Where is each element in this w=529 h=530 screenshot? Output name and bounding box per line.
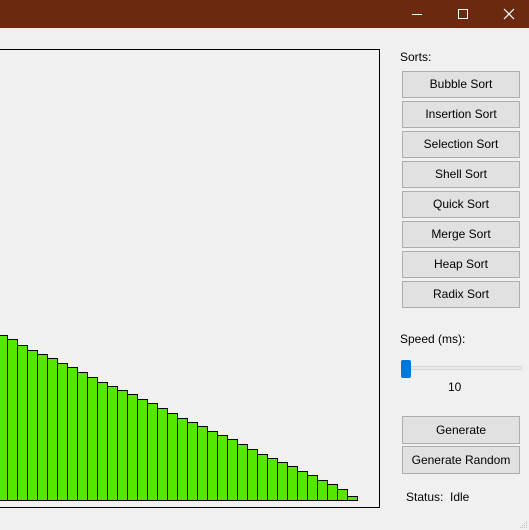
- bar: [157, 408, 168, 501]
- bar: [47, 358, 58, 501]
- speed-slider-thumb[interactable]: [401, 360, 411, 378]
- speed-label: Speed (ms):: [400, 332, 466, 346]
- quick-sort-button[interactable]: Quick Sort: [402, 191, 520, 218]
- minimize-button[interactable]: [394, 0, 440, 28]
- bar: [227, 439, 238, 501]
- shell-sort-button[interactable]: Shell Sort: [402, 161, 520, 188]
- bar: [77, 372, 88, 501]
- speed-value: 10: [448, 380, 462, 394]
- bar: [337, 489, 348, 501]
- bar: [347, 496, 358, 501]
- bar: [67, 367, 78, 501]
- bar: [187, 422, 198, 501]
- title-bar: [0, 0, 529, 28]
- close-icon: [503, 8, 515, 20]
- insertion-sort-button[interactable]: Insertion Sort: [402, 101, 520, 128]
- bar: [0, 335, 8, 501]
- merge-sort-button[interactable]: Merge Sort: [402, 221, 520, 248]
- bar: [37, 354, 48, 501]
- bar: [317, 480, 328, 501]
- bar: [327, 484, 338, 501]
- bar: [297, 471, 308, 501]
- bar: [267, 458, 278, 501]
- status-value: Idle: [450, 490, 470, 504]
- bar: [217, 435, 228, 501]
- bar: [237, 444, 248, 501]
- bar-chart: [0, 335, 358, 501]
- heap-sort-button[interactable]: Heap Sort: [402, 251, 520, 278]
- bar: [97, 382, 108, 501]
- bar: [137, 399, 148, 501]
- bar: [57, 363, 68, 501]
- bar: [87, 377, 98, 501]
- minimize-icon: [412, 14, 422, 15]
- bar: [117, 390, 128, 501]
- bar: [107, 386, 118, 501]
- bar: [307, 475, 318, 501]
- bar: [7, 339, 18, 501]
- status-label: Status:: [406, 490, 444, 504]
- bar: [257, 454, 268, 501]
- bar: [147, 403, 158, 501]
- generate-descending-button[interactable]: Generate Descending: [402, 416, 520, 463]
- bar: [27, 350, 38, 501]
- generate-random-button[interactable]: Generate Random: [402, 446, 520, 474]
- sort-visualization-canvas: [0, 49, 380, 508]
- bar: [247, 449, 258, 501]
- sorts-label: Sorts:: [400, 50, 432, 64]
- radix-sort-button[interactable]: Radix Sort: [402, 281, 520, 308]
- bar: [207, 431, 218, 501]
- selection-sort-button[interactable]: Selection Sort: [402, 131, 520, 158]
- bar: [17, 345, 28, 501]
- bubble-sort-button[interactable]: Bubble Sort: [402, 71, 520, 98]
- resize-grip-icon[interactable]: [518, 519, 528, 529]
- maximize-button[interactable]: [440, 0, 486, 28]
- bar: [197, 426, 208, 501]
- close-button[interactable]: [486, 0, 529, 28]
- bar: [287, 466, 298, 501]
- bar: [127, 394, 138, 501]
- bar: [167, 413, 178, 501]
- bar: [177, 418, 188, 501]
- speed-slider-track[interactable]: [402, 366, 522, 370]
- bar: [277, 462, 288, 501]
- maximize-icon: [458, 9, 468, 19]
